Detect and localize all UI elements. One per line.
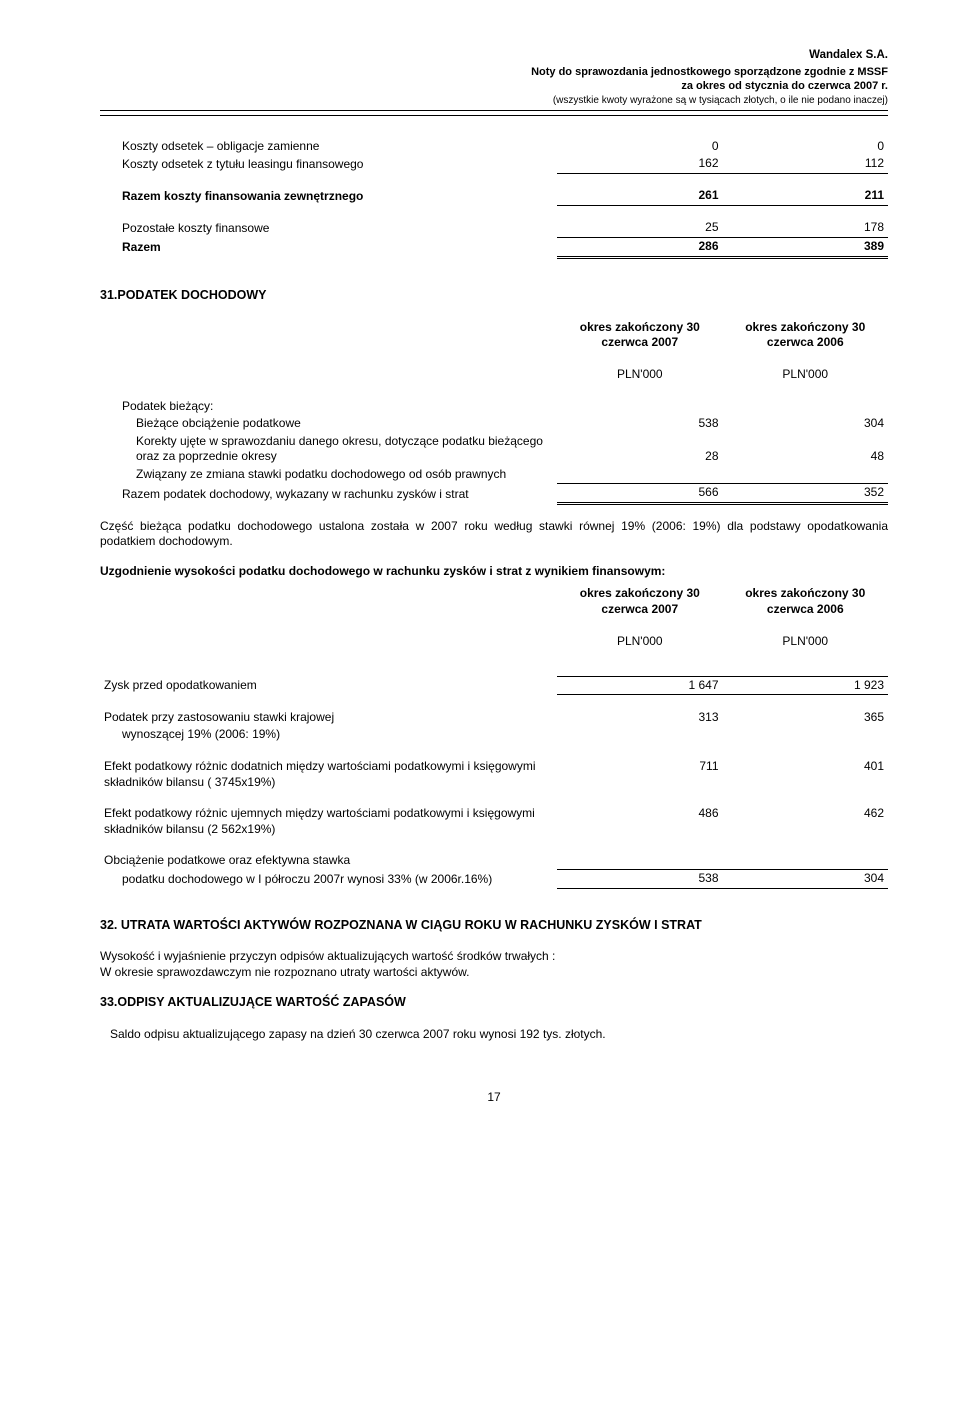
cell-label: Efekt podatkowy różnic dodatnich między … [100, 758, 557, 791]
table-row: Bieżące obciążenie podatkowe 538 304 [100, 415, 888, 433]
cell-value: 538 [557, 415, 722, 433]
table-row: Efekt podatkowy różnic ujemnych między w… [100, 805, 888, 838]
subtotal-row: Razem koszty finansowania zewnętrznego 2… [100, 187, 888, 205]
cell-label: Podatek przy zastosowaniu stawki krajowe… [100, 709, 557, 727]
table-row: Pozostałe koszty finansowe 25 178 [100, 219, 888, 237]
cell-label: Zysk przed opodatkowaniem [100, 676, 557, 695]
pln-label: PLN'000 [557, 633, 722, 651]
table-row: podatku dochodowego w I półroczu 2007r w… [100, 870, 888, 889]
cell-value [557, 398, 722, 416]
cell-value: 313 [557, 709, 722, 727]
paragraph: Wysokość i wyjaśnienie przyczyn odpisów … [100, 949, 888, 965]
col-head-a: okres zakończony 30 czerwca 2007 [557, 585, 722, 618]
table-row: Koszty odsetek – obligacje zamienne 0 0 [100, 138, 888, 156]
table-row: wynoszącej 19% (2006: 19%) [100, 726, 888, 744]
table-row: Związany ze zmiana stawki podatku dochod… [100, 466, 888, 484]
table-row: Korekty ujęte w sprawozdaniu danego okre… [100, 433, 888, 466]
header-note: (wszystkie kwoty wyrażone są w tysiącach… [100, 94, 888, 111]
cell-value: 304 [723, 415, 888, 433]
cell-value: 304 [723, 870, 888, 889]
cell-value: 0 [557, 138, 722, 156]
page-header: Wandalex S.A. Noty do sprawozdania jedno… [100, 48, 888, 116]
cell-value: 162 [557, 155, 722, 173]
total-row: Razem 286 389 [100, 237, 888, 257]
cell-label: Podatek bieżący: [100, 398, 557, 416]
cell-value: 28 [557, 433, 722, 466]
cell-value [557, 466, 722, 484]
cell-value: 25 [557, 219, 722, 237]
table-row: Obciążenie podatkowe oraz efektywna staw… [100, 852, 888, 870]
cell-label: Razem [100, 237, 557, 257]
cell-label: Koszty odsetek – obligacje zamienne [100, 138, 557, 156]
table-row: Zysk przed opodatkowaniem 1 647 1 923 [100, 676, 888, 695]
cell-value: 711 [557, 758, 722, 791]
pln-label: PLN'000 [723, 633, 888, 651]
header-line1: Noty do sprawozdania jednostkowego sporz… [100, 65, 888, 79]
cell-value: 261 [557, 187, 722, 205]
col-headers: okres zakończony 30 czerwca 2007 okres z… [100, 585, 888, 618]
cell-value [723, 398, 888, 416]
cell-value: 486 [557, 805, 722, 838]
cell-value: 286 [557, 237, 722, 257]
col-head-a: okres zakończony 30 czerwca 2007 [557, 319, 722, 352]
cell-value: 211 [723, 187, 888, 205]
header-company: Wandalex S.A. [100, 48, 888, 63]
total-row: Razem podatek dochodowy, wykazany w rach… [100, 484, 888, 504]
cell-value [723, 466, 888, 484]
col-head-b: okres zakończony 30 czerwca 2006 [723, 585, 888, 618]
cell-value: 401 [723, 758, 888, 791]
tax-table: okres zakończony 30 czerwca 2007 okres z… [100, 319, 888, 505]
cell-label: podatku dochodowego w I półroczu 2007r w… [100, 870, 557, 889]
cell-value: 352 [723, 484, 888, 504]
cell-value: 48 [723, 433, 888, 466]
paragraph: Część bieżąca podatku dochodowego ustalo… [100, 519, 888, 550]
pln-label: PLN'000 [723, 366, 888, 384]
pln-label: PLN'000 [557, 366, 722, 384]
section-31-title: 31.PODATEK DOCHODOWY [100, 287, 888, 303]
table-row: Koszty odsetek z tytułu leasingu finanso… [100, 155, 888, 173]
cell-value: 1 647 [557, 676, 722, 695]
pln-row: PLN'000 PLN'000 [100, 633, 888, 651]
table-row: Efekt podatkowy różnic dodatnich między … [100, 758, 888, 791]
cell-value: 389 [723, 237, 888, 257]
pln-row: PLN'000 PLN'000 [100, 366, 888, 384]
page-number: 17 [100, 1090, 888, 1106]
cell-label: Koszty odsetek z tytułu leasingu finanso… [100, 155, 557, 173]
cell-value: 538 [557, 870, 722, 889]
cell-label: Obciążenie podatkowe oraz efektywna staw… [100, 852, 557, 870]
section-32-title: 32. UTRATA WARTOŚCI AKTYWÓW ROZPOZNANA W… [100, 917, 888, 933]
cell-value: 566 [557, 484, 722, 504]
cell-label: Pozostałe koszty finansowe [100, 219, 557, 237]
cell-value: 178 [723, 219, 888, 237]
cell-label: Razem podatek dochodowy, wykazany w rach… [100, 484, 557, 504]
col-headers: okres zakończony 30 czerwca 2007 okres z… [100, 319, 888, 352]
costs-table: Koszty odsetek – obligacje zamienne 0 0 … [100, 138, 888, 259]
col-head-b: okres zakończony 30 czerwca 2006 [723, 319, 888, 352]
paragraph: W okresie sprawozdawczym nie rozpoznano … [100, 965, 888, 981]
reconc-table: okres zakończony 30 czerwca 2007 okres z… [100, 585, 888, 889]
cell-value: 1 923 [723, 676, 888, 695]
table-row: Podatek bieżący: [100, 398, 888, 416]
paragraph: Saldo odpisu aktualizującego zapasy na d… [110, 1027, 888, 1043]
reconc-title: Uzgodnienie wysokości podatku dochodoweg… [100, 564, 888, 580]
cell-value: 0 [723, 138, 888, 156]
cell-label: Razem koszty finansowania zewnętrznego [100, 187, 557, 205]
cell-value: 462 [723, 805, 888, 838]
table-row: Podatek przy zastosowaniu stawki krajowe… [100, 709, 888, 727]
cell-label: Korekty ujęte w sprawozdaniu danego okre… [100, 433, 557, 466]
cell-label: Efekt podatkowy różnic ujemnych między w… [100, 805, 557, 838]
section-33-title: 33.ODPISY AKTUALIZUJĄCE WARTOŚĆ ZAPASÓW [100, 994, 888, 1010]
cell-value: 112 [723, 155, 888, 173]
header-line2: za okres od stycznia do czerwca 2007 r. [100, 79, 888, 93]
cell-label: wynoszącej 19% (2006: 19%) [100, 726, 557, 744]
cell-label: Związany ze zmiana stawki podatku dochod… [100, 466, 557, 484]
cell-value: 365 [723, 709, 888, 727]
cell-label: Bieżące obciążenie podatkowe [100, 415, 557, 433]
